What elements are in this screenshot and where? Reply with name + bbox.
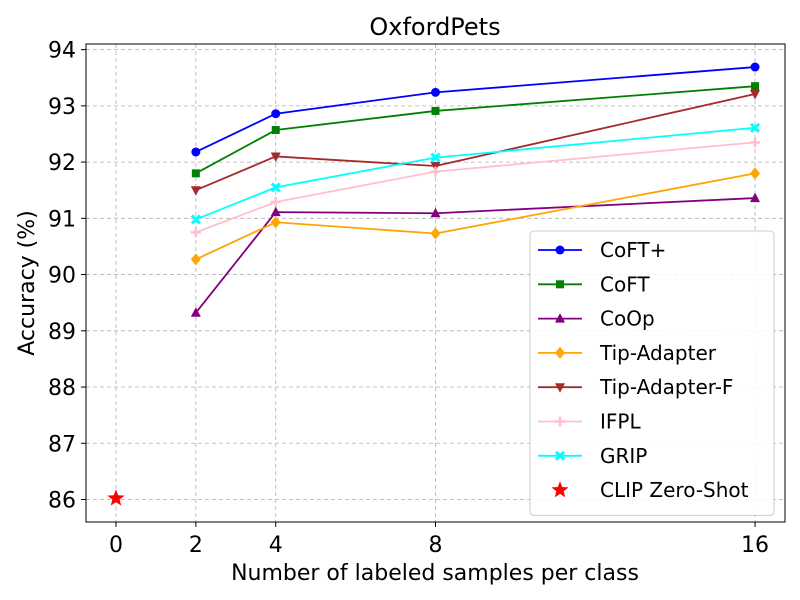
data-point — [430, 227, 441, 240]
y-tick-label: 91 — [48, 207, 76, 232]
series-line — [195, 172, 756, 261]
data-point — [431, 106, 440, 115]
series-line — [195, 93, 756, 192]
legend-label: Tip-Adapter-F — [599, 375, 733, 399]
legend: CoFT+ CoFT CoOp Tip-Adapter Tip-Adapter-F IFP… — [529, 230, 775, 516]
series-line — [195, 126, 756, 221]
series-line — [195, 197, 756, 314]
legend-marker — [555, 346, 565, 359]
data-point — [750, 167, 761, 180]
series-clip-zero-shot — [107, 489, 125, 506]
y-tick-label: 86 — [48, 489, 76, 514]
data-point — [750, 90, 761, 100]
x-tick-label: 16 — [741, 533, 769, 558]
legend-label: IFPL — [600, 410, 641, 434]
y-tick-label: 94 — [48, 39, 76, 64]
data-point — [430, 152, 441, 163]
legend-marker — [555, 383, 565, 393]
legend-label: GRIP — [600, 444, 647, 468]
legend-entry: IFPL — [538, 410, 641, 434]
data-point — [430, 166, 441, 177]
series-tip-adapter — [190, 167, 761, 266]
legend-marker — [556, 280, 564, 289]
legend-entry: CoFT+ — [538, 238, 666, 262]
data-point — [190, 214, 201, 225]
legend-entry: Tip-Adapter — [538, 341, 717, 365]
data-point — [107, 489, 125, 506]
legend-entry: CLIP Zero-Shot — [551, 478, 749, 502]
series-layer — [107, 62, 761, 506]
legend-marker — [555, 245, 565, 255]
legend-entry: Tip-Adapter-F — [538, 375, 733, 399]
legend-marker — [555, 416, 565, 427]
data-point — [270, 206, 281, 217]
legend-entry: GRIP — [538, 444, 647, 468]
legend-label: CLIP Zero-Shot — [600, 478, 749, 502]
series-coop — [190, 192, 761, 317]
y-tick-label: 89 — [48, 320, 76, 345]
legend-label: CoOp — [600, 307, 655, 331]
data-point — [751, 82, 760, 91]
data-point — [270, 152, 281, 162]
legend-entry: CoFT — [538, 272, 650, 296]
x-tick-label: 4 — [269, 533, 283, 558]
series-coft — [191, 82, 760, 178]
x-tick-label: 8 — [429, 533, 443, 558]
legend-box — [529, 230, 775, 516]
series-coft- — [191, 62, 760, 157]
data-point — [191, 169, 200, 178]
data-point — [270, 197, 281, 208]
data-point — [270, 216, 281, 229]
data-point — [190, 227, 201, 238]
data-point — [190, 186, 201, 196]
legend-label: CoFT+ — [600, 238, 666, 262]
data-point — [190, 253, 201, 266]
data-point — [431, 87, 440, 97]
data-point — [750, 137, 761, 148]
data-point — [271, 109, 281, 119]
data-point — [430, 207, 441, 218]
legend-entry: CoOp — [538, 307, 655, 331]
y-tick-label: 92 — [48, 151, 76, 176]
ticks: 0 2 4 8 16 86 87 88 89 90 91 92 93 94 — [48, 39, 769, 558]
y-axis-label: Accuracy (%) — [15, 210, 40, 356]
data-point — [271, 126, 280, 135]
y-tick-label: 93 — [48, 95, 76, 120]
data-point — [750, 192, 761, 203]
series-line — [195, 85, 756, 175]
series-tip-adapter-f — [190, 90, 761, 196]
x-tick-label: 2 — [189, 533, 203, 558]
series-line — [195, 66, 756, 153]
data-point — [191, 147, 201, 157]
legend-marker — [551, 481, 569, 498]
data-point — [749, 122, 761, 133]
x-tick-label: 0 — [109, 533, 123, 558]
legend-label: CoFT — [600, 272, 650, 296]
x-axis-label: Number of labeled samples per class — [231, 561, 639, 586]
data-point — [270, 182, 281, 193]
legend-label: Tip-Adapter — [599, 341, 717, 365]
series-line — [195, 141, 756, 234]
series-grip — [190, 122, 761, 225]
legend-marker — [555, 313, 565, 323]
y-tick-label: 90 — [48, 264, 76, 289]
legend-marker — [554, 450, 566, 461]
data-point — [190, 307, 201, 317]
y-tick-label: 88 — [48, 376, 76, 401]
series-ifpl — [190, 137, 761, 238]
y-tick-label: 87 — [48, 432, 76, 457]
data-point — [750, 62, 760, 72]
chart-title: OxfordPets — [369, 13, 500, 41]
